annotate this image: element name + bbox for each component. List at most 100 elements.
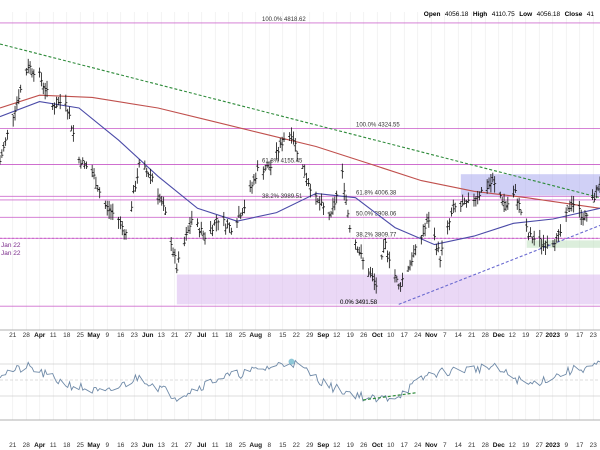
x-tick-label: 17 bbox=[576, 332, 584, 339]
x-tick-label: 8 bbox=[267, 332, 271, 339]
x-tick-label: 26 bbox=[360, 332, 368, 339]
side-label: Jan 22 bbox=[1, 250, 21, 257]
high-label: High bbox=[472, 11, 488, 18]
side-label: Jan 22 bbox=[1, 242, 21, 249]
x-tick-label-lower: Aug bbox=[249, 442, 262, 449]
x-tick-label: Nov bbox=[425, 332, 438, 339]
x-tick-label-lower: 28 bbox=[23, 442, 31, 449]
x-tick-label-lower: Sep bbox=[317, 442, 329, 449]
x-tick-label: 28 bbox=[23, 332, 31, 339]
x-tick-label: 11 bbox=[212, 332, 219, 339]
zone-demand bbox=[526, 240, 600, 248]
x-tick-label: Oct bbox=[372, 332, 384, 339]
x-tick-label: 23 bbox=[590, 332, 598, 339]
x-tick-label-lower: 27 bbox=[536, 442, 544, 449]
x-tick-label: 22 bbox=[293, 332, 301, 339]
x-tick-label: Jul bbox=[197, 332, 207, 339]
x-tick-label: 24 bbox=[414, 332, 422, 339]
x-tick-label-lower: 23 bbox=[131, 442, 139, 449]
x-tick-label: 21 bbox=[9, 332, 17, 339]
x-tick-label-lower: May bbox=[87, 442, 100, 449]
fib-label: 0.0% 3491.58 bbox=[340, 300, 378, 306]
x-tick-label: 27 bbox=[536, 332, 544, 339]
trendline-uptrend bbox=[398, 224, 600, 305]
x-tick-label-lower: Apr bbox=[34, 442, 46, 449]
x-tick-label-lower: Oct bbox=[372, 442, 384, 449]
x-tick-label-lower: 21 bbox=[468, 442, 476, 449]
x-tick-label-lower: 27 bbox=[185, 442, 193, 449]
x-tick-label-lower: Dec bbox=[493, 442, 505, 449]
x-tick-label: 2023 bbox=[546, 332, 561, 339]
x-tick-label: Aug bbox=[249, 332, 262, 339]
zone-resistance bbox=[460, 174, 600, 196]
close-label: Close bbox=[564, 11, 583, 18]
x-tick-label: 18 bbox=[225, 332, 233, 339]
x-tick-label-lower: 26 bbox=[360, 442, 368, 449]
fib-label: 50.0% 3908.06 bbox=[356, 211, 397, 217]
x-tick-label-lower: 12 bbox=[333, 442, 341, 449]
open-value: 4056.18 bbox=[444, 11, 469, 18]
fib-label: 0.0% 3491.58 bbox=[340, 300, 378, 306]
x-tick-label-lower: 25 bbox=[77, 442, 85, 449]
trendline-downtrend bbox=[0, 43, 600, 199]
x-tick-label: 21 bbox=[468, 332, 476, 339]
x-tick-label-lower: 19 bbox=[347, 442, 355, 449]
x-tick-label-lower: Jun bbox=[142, 442, 154, 449]
x-tick-label-lower: 29 bbox=[306, 442, 314, 449]
x-tick-label-lower: 17 bbox=[576, 442, 584, 449]
x-tick-label-lower: 28 bbox=[482, 442, 490, 449]
fib-label: 61.8% 4155.45 bbox=[262, 159, 303, 165]
low-label: Low bbox=[519, 11, 533, 18]
fib-label: 61.8% 4006.38 bbox=[356, 190, 397, 196]
x-tick-label-lower: 17 bbox=[401, 442, 409, 449]
x-tick-label-lower: 9 bbox=[564, 442, 568, 449]
x-tick-label-lower: 23 bbox=[590, 442, 598, 449]
close-value: 41 bbox=[586, 11, 594, 18]
x-tick-label-lower: 7 bbox=[443, 442, 447, 449]
x-tick-label: 23 bbox=[131, 332, 139, 339]
x-tick-label-lower: 22 bbox=[293, 442, 301, 449]
ma-fast-line bbox=[0, 101, 600, 246]
high-value: 4110.75 bbox=[491, 11, 515, 18]
x-tick-label: May bbox=[87, 332, 100, 339]
x-tick-label-lower: 9 bbox=[105, 442, 109, 449]
x-tick-label: 14 bbox=[455, 332, 463, 339]
x-tick-label: 19 bbox=[522, 332, 530, 339]
x-tick-label-lower: 14 bbox=[455, 442, 463, 449]
x-tick-label: 17 bbox=[401, 332, 409, 339]
x-tick-label: 29 bbox=[306, 332, 314, 339]
x-tick-label: 12 bbox=[509, 332, 517, 339]
low-value: 4056.18 bbox=[536, 11, 561, 18]
x-tick-label-lower: 18 bbox=[225, 442, 233, 449]
x-tick-label-lower: 24 bbox=[414, 442, 422, 449]
x-tick-label: 7 bbox=[443, 332, 447, 339]
x-tick-label: 27 bbox=[185, 332, 193, 339]
x-tick-label: Apr bbox=[34, 332, 46, 339]
divergence-line bbox=[362, 392, 416, 401]
x-tick-label: 9 bbox=[105, 332, 109, 339]
x-tick-label: 11 bbox=[50, 332, 57, 339]
x-tick-label: Jun bbox=[142, 332, 154, 339]
ohlc-readout: Open 4056.18 High 4110.75 Low 4056.18 Cl… bbox=[424, 3, 594, 21]
fib-label: 38.2% 3989.51 bbox=[262, 194, 303, 200]
x-tick-label: 9 bbox=[564, 332, 568, 339]
x-tick-label-lower: 21 bbox=[171, 442, 179, 449]
x-tick-label-lower: 12 bbox=[509, 442, 517, 449]
x-tick-label: 10 bbox=[387, 332, 395, 339]
x-tick-label-lower: 15 bbox=[279, 442, 287, 449]
x-tick-label: Dec bbox=[493, 332, 505, 339]
x-tick-label: 12 bbox=[333, 332, 341, 339]
x-tick-label-lower: Jul bbox=[197, 442, 207, 449]
x-tick-label-lower: 10 bbox=[387, 442, 395, 449]
x-tick-label: 19 bbox=[347, 332, 355, 339]
x-tick-label: 15 bbox=[279, 332, 287, 339]
fib-label: 38.2% 3809.77 bbox=[356, 232, 397, 238]
x-tick-label-lower: 18 bbox=[63, 442, 71, 449]
x-tick-label: 28 bbox=[482, 332, 490, 339]
x-tick-label-lower: 21 bbox=[9, 442, 17, 449]
x-tick-label: 13 bbox=[158, 332, 166, 339]
x-tick-label-lower: 19 bbox=[522, 442, 530, 449]
